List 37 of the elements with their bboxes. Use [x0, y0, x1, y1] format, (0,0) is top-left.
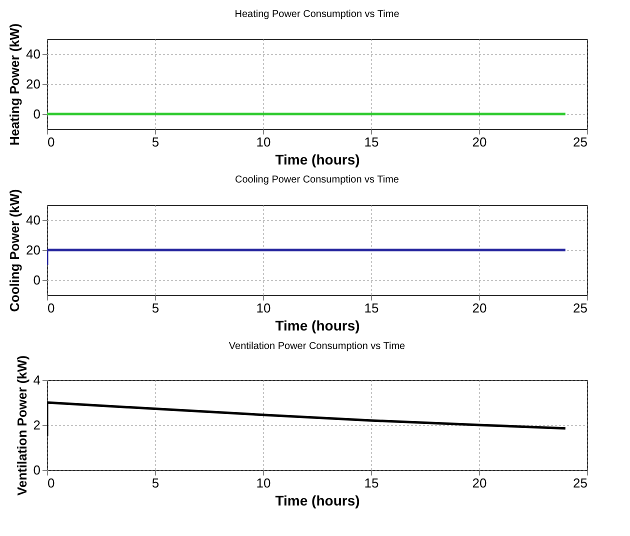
x-tick-label: 15 — [364, 134, 379, 150]
x-axis-title: Time (hours) — [275, 152, 360, 168]
x-tick-label: 20 — [472, 134, 487, 150]
y-tick-label: 40 — [26, 212, 40, 228]
x-tick-label: 5 — [152, 134, 160, 150]
chart-title: Cooling Power Consumption vs Time — [235, 174, 400, 186]
x-axis-title: Time (hours) — [275, 318, 360, 334]
x-tick-label: 25 — [573, 300, 588, 316]
x-tick-label: 5 — [152, 300, 160, 316]
x-tick-label: 5 — [152, 476, 160, 490]
x-axis-title: Time (hours) — [275, 492, 360, 508]
x-tick-label: 25 — [573, 476, 588, 490]
x-tick-label: 0 — [48, 300, 55, 316]
x-tick-label: 10 — [256, 476, 271, 490]
x-tick-label: 0 — [48, 476, 55, 490]
y-axis-title: Ventilation Power (kW) — [14, 355, 30, 496]
x-tick-label: 20 — [472, 300, 487, 316]
y-tick-label: 20 — [26, 242, 40, 258]
x-tick-label: 10 — [256, 134, 271, 150]
y-tick-label: 40 — [26, 46, 40, 62]
x-tick-label: 20 — [472, 476, 487, 490]
y-tick-label: 0 — [33, 272, 40, 288]
y-axis-title: Heating Power (kW) — [7, 23, 22, 146]
y-tick-label: 2 — [33, 418, 40, 432]
line-series — [47, 401, 567, 438]
y-tick-label: 20 — [26, 76, 40, 92]
chart-title: Ventilation Power Consumption vs Time — [228, 340, 406, 352]
y-tick-label: 4 — [33, 372, 40, 388]
x-tick-label: 15 — [364, 476, 379, 490]
chart-title: Heating Power Consumption vs Time — [234, 8, 400, 20]
x-tick-label: 25 — [573, 134, 588, 150]
y-tick-label: 0 — [33, 106, 40, 122]
y-tick-label: 0 — [33, 462, 40, 478]
x-tick-label: 10 — [256, 300, 271, 316]
x-tick-label: 15 — [364, 300, 379, 316]
y-axis-title: Cooling Power (kW) — [7, 189, 22, 312]
x-tick-label: 0 — [48, 134, 55, 150]
